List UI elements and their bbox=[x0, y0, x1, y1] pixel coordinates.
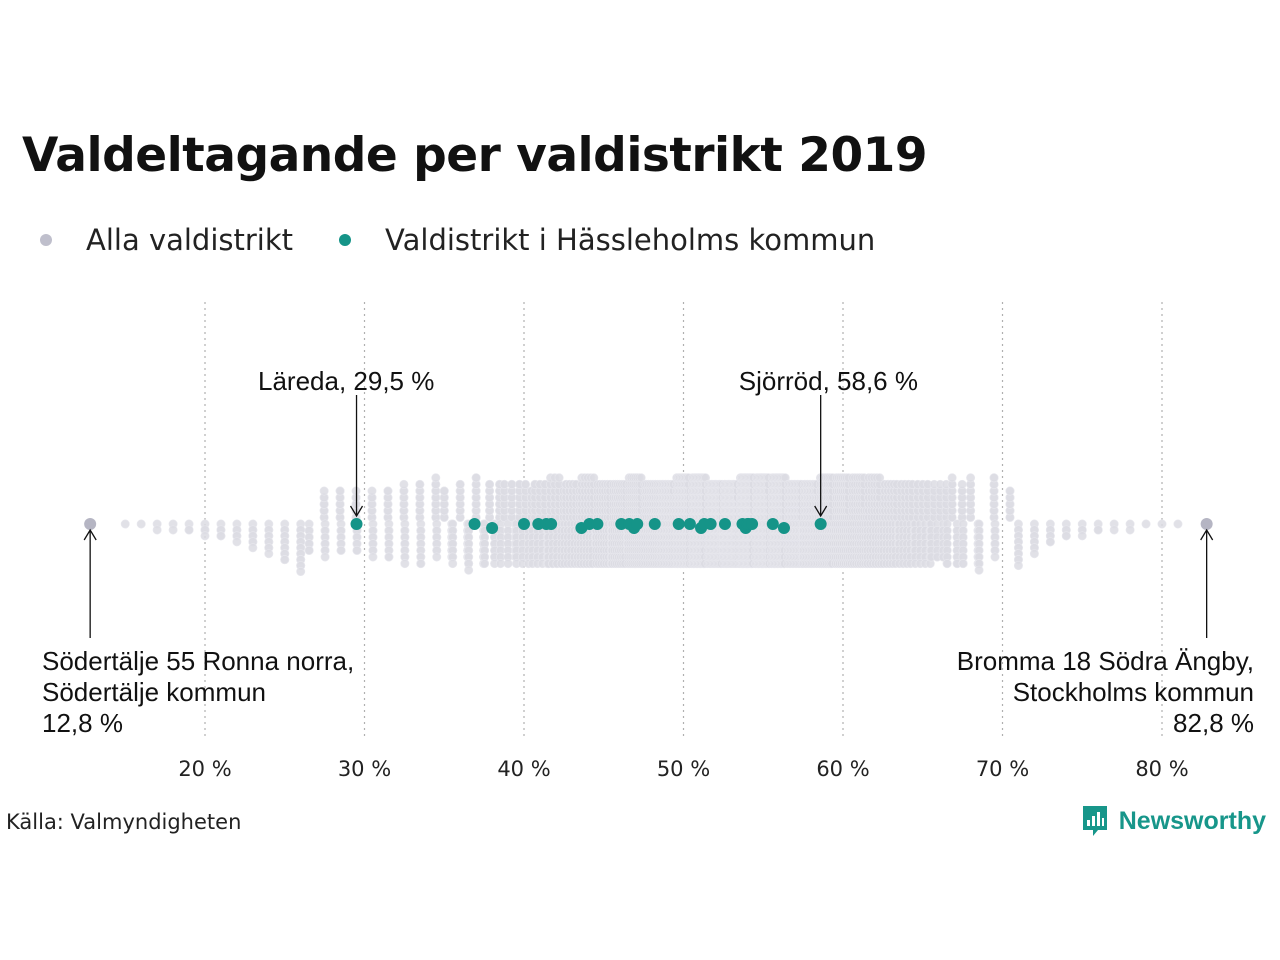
district-point bbox=[232, 537, 242, 547]
district-point bbox=[320, 552, 330, 562]
district-point bbox=[480, 559, 490, 569]
legend-label-all: Alla valdistrikt bbox=[86, 223, 294, 257]
district-point bbox=[400, 559, 410, 569]
district-point bbox=[319, 486, 329, 496]
district-point bbox=[352, 545, 362, 555]
legend: Alla valdistrikt Valdistrikt i Hässlehol… bbox=[40, 220, 921, 260]
district-point bbox=[280, 555, 290, 565]
district-point bbox=[485, 479, 495, 489]
district-point bbox=[368, 552, 378, 562]
beeswarm-chart: Läreda, 29,5 % Sjörröd, 58,6 %Södertälje … bbox=[42, 302, 1254, 781]
district-point bbox=[184, 525, 194, 535]
swarm-points bbox=[84, 473, 1213, 577]
district-point bbox=[383, 486, 393, 496]
district-point bbox=[335, 486, 345, 496]
district-point bbox=[464, 565, 474, 575]
district-point bbox=[471, 473, 481, 483]
district-point bbox=[120, 519, 130, 529]
district-point bbox=[496, 559, 506, 569]
legend-label-hassleholm: Valdistrikt i Hässleholms kommun bbox=[385, 223, 876, 257]
district-point bbox=[304, 545, 314, 555]
district-point bbox=[399, 479, 409, 489]
district-point bbox=[448, 559, 458, 569]
district-point bbox=[554, 473, 564, 483]
district-point bbox=[296, 567, 306, 577]
legend-dot-hassleholm bbox=[339, 234, 352, 246]
legend-item-hassleholm: Valdistrikt i Hässleholms kommun bbox=[339, 223, 875, 257]
district-point bbox=[507, 479, 517, 489]
legend-dot-all bbox=[40, 234, 52, 246]
district-point bbox=[415, 479, 425, 489]
district-point bbox=[336, 545, 346, 555]
grid-lines bbox=[204, 302, 1163, 740]
district-point bbox=[455, 479, 465, 489]
district-point bbox=[520, 479, 530, 489]
district-point bbox=[136, 519, 146, 529]
district-point bbox=[431, 473, 441, 483]
district-point bbox=[152, 525, 162, 535]
district-point bbox=[499, 479, 509, 489]
district-point bbox=[200, 531, 210, 541]
district-point bbox=[503, 559, 513, 569]
district-point bbox=[432, 552, 442, 562]
district-point bbox=[416, 559, 426, 569]
district-point bbox=[264, 549, 274, 559]
chart-title: Valdeltagande per valdistrikt 2019 bbox=[22, 128, 928, 183]
district-point bbox=[216, 531, 226, 541]
district-point bbox=[439, 486, 449, 496]
district-point bbox=[248, 543, 258, 553]
district-point bbox=[384, 552, 394, 562]
legend-item-all: Alla valdistrikt bbox=[40, 223, 293, 257]
district-point bbox=[367, 486, 377, 496]
district-point bbox=[168, 525, 178, 535]
